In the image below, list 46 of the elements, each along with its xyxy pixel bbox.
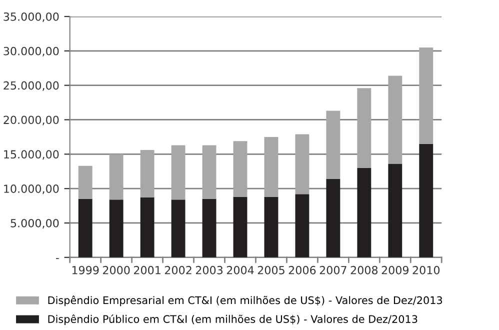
bar <box>202 145 216 199</box>
bar <box>171 200 186 258</box>
bar <box>357 168 372 258</box>
x-tick-label: 2001 <box>134 266 160 274</box>
y-tick-label: 20.000,00 <box>4 116 59 126</box>
bar <box>264 196 278 258</box>
bar <box>78 166 92 199</box>
x-tick-label: 2000 <box>103 266 130 274</box>
bar <box>140 150 154 198</box>
bar <box>326 110 340 179</box>
x-tick-label: 2004 <box>226 266 254 274</box>
y-tick-label: 10.000,00 <box>4 184 59 194</box>
bar <box>109 154 124 200</box>
legend-label: Dispêndio Público em CT&I (em milhões de US$) - Valores de Dez/2013 <box>48 314 418 326</box>
x-tick-label: 2009 <box>382 266 409 274</box>
bar <box>109 200 124 258</box>
bar <box>388 76 402 164</box>
bar <box>295 134 310 194</box>
bar <box>388 164 402 258</box>
x-tick-label: 2006 <box>288 266 316 274</box>
bar <box>171 145 186 200</box>
legend-label: Dispêndio Empresarial em CT&I (em milhões de US$) - Valores de Dez/2013 <box>48 296 442 306</box>
y-tick-label: - <box>56 258 59 260</box>
y-tick-label: 25.000,00 <box>4 81 59 91</box>
y-tick-label: 5.000,00 <box>10 218 59 228</box>
x-tick-label: 2003 <box>196 266 223 274</box>
x-tick-label: 2002 <box>164 266 192 274</box>
bar <box>78 198 92 258</box>
bar <box>419 144 434 258</box>
y-tick-label: 35.000,00 <box>4 12 59 22</box>
y-tick-label: 15.000,00 <box>4 150 59 160</box>
x-tick-label: 2005 <box>258 266 284 274</box>
x-tick-label: 2008 <box>350 266 378 274</box>
bar <box>233 141 248 197</box>
y-tick-label: 30.000,00 <box>4 46 59 56</box>
bar <box>140 198 154 258</box>
bar <box>419 47 434 144</box>
bar <box>295 194 310 258</box>
bar <box>357 88 372 168</box>
bar <box>264 136 278 197</box>
bar <box>202 198 216 258</box>
bar <box>326 178 340 258</box>
x-tick-label: 2010 <box>412 266 440 274</box>
x-tick-label: 2007 <box>320 266 346 274</box>
bar <box>233 196 248 258</box>
x-tick-label: 1999 <box>72 266 99 274</box>
